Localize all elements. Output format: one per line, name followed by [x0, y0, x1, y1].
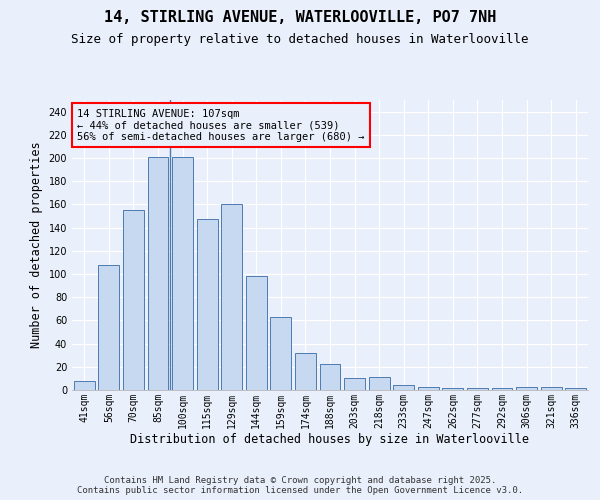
Y-axis label: Number of detached properties: Number of detached properties [30, 142, 43, 348]
Text: 14 STIRLING AVENUE: 107sqm
← 44% of detached houses are smaller (539)
56% of sem: 14 STIRLING AVENUE: 107sqm ← 44% of deta… [77, 108, 365, 142]
Bar [172, 157, 193, 390]
Bar [541, 386, 562, 390]
Bar [295, 353, 316, 390]
Bar [197, 220, 218, 390]
Bar [221, 204, 242, 390]
Bar [148, 157, 169, 390]
Bar [320, 364, 340, 390]
Bar [271, 317, 292, 390]
Text: Distribution of detached houses by size in Waterlooville: Distribution of detached houses by size … [131, 432, 530, 446]
Text: Size of property relative to detached houses in Waterlooville: Size of property relative to detached ho… [71, 32, 529, 46]
Text: Contains HM Land Registry data © Crown copyright and database right 2025.
Contai: Contains HM Land Registry data © Crown c… [77, 476, 523, 495]
Bar [123, 210, 144, 390]
Bar [418, 386, 439, 390]
Bar [516, 386, 537, 390]
Bar [246, 276, 267, 390]
Bar [491, 388, 512, 390]
Bar [344, 378, 365, 390]
Bar [442, 388, 463, 390]
Text: 14, STIRLING AVENUE, WATERLOOVILLE, PO7 7NH: 14, STIRLING AVENUE, WATERLOOVILLE, PO7 … [104, 10, 496, 25]
Bar [98, 264, 119, 390]
Bar [368, 377, 389, 390]
Bar [74, 380, 95, 390]
Bar [393, 386, 414, 390]
Bar [467, 388, 488, 390]
Bar [565, 388, 586, 390]
